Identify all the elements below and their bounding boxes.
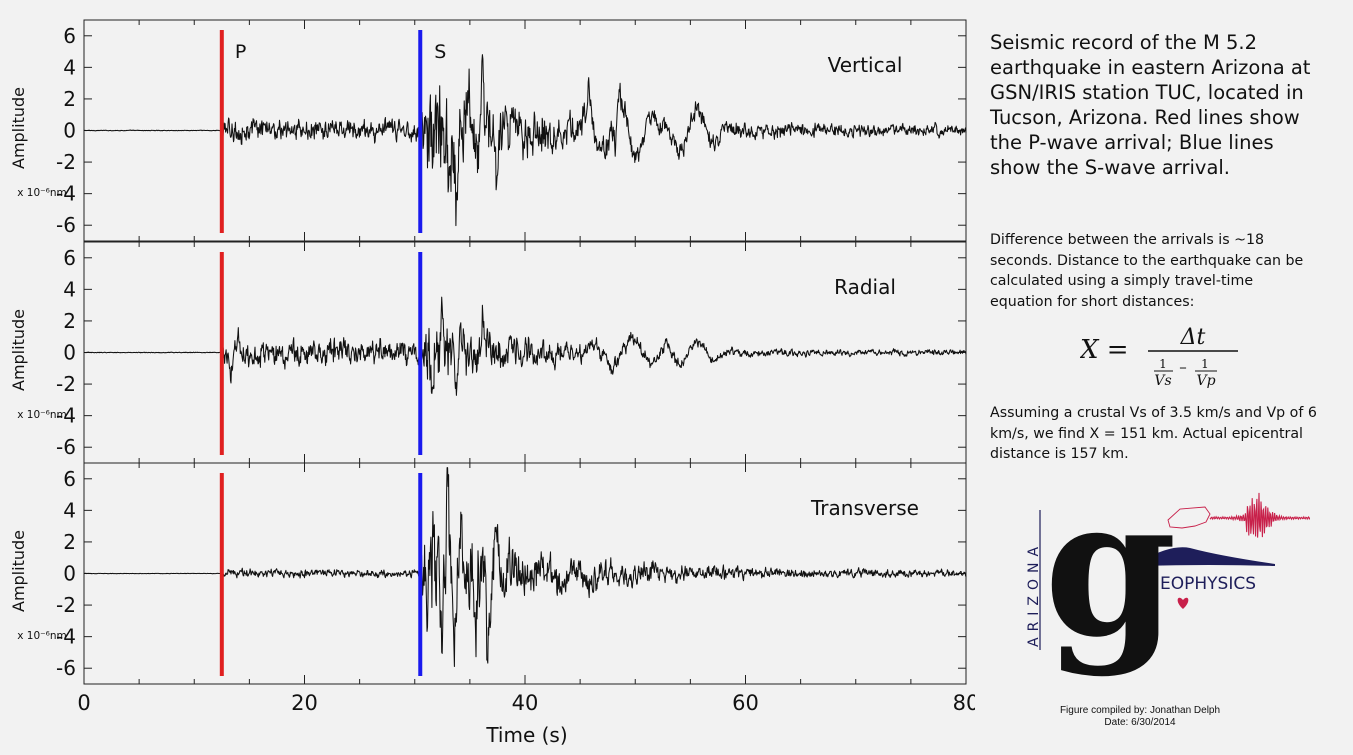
x-axis-label: Time (s) — [485, 723, 567, 747]
y-tick-label: -2 — [56, 372, 76, 396]
y-tick-label: 0 — [63, 562, 76, 586]
y-unit-label: x 10⁻⁶nm — [17, 187, 67, 199]
y-tick-label: 6 — [63, 467, 76, 491]
component-label: Vertical — [828, 53, 903, 77]
y-axis-label: Amplitude — [9, 87, 28, 169]
arizona-geophysics-logo: ARIZONA g EOPHYSICS — [1026, 482, 1310, 679]
s-label: S — [434, 41, 446, 63]
logo-eophysics-text: EOPHYSICS — [1160, 574, 1256, 594]
panel-vertical: 6 4 2 0 -2 -4 -6 Amplitude x 10⁻⁶nm P S Vertical — [9, 19, 967, 242]
figure-caption: Seismic record of the M 5.2 earthquake i… — [990, 31, 1311, 179]
y-tick-label: -4 — [56, 625, 76, 649]
y-tick-label: -2 — [56, 593, 76, 617]
equation-vp: Vp — [1196, 373, 1215, 389]
y-tick-label: -6 — [56, 213, 76, 237]
equation-numerator: Δt — [1180, 325, 1206, 350]
seismic-trace — [83, 54, 967, 227]
seismic-trace — [83, 467, 967, 668]
equation-vs: Vs — [1154, 373, 1171, 389]
equation-one-b: 1 — [1201, 357, 1209, 371]
y-tick-label: 0 — [63, 119, 76, 143]
logo-mountain — [1140, 547, 1275, 566]
y-tick-label: -6 — [56, 656, 76, 680]
figure-date: Date: 6/30/2014 — [1104, 717, 1176, 728]
y-tick-label: 2 — [63, 530, 76, 554]
seismic-trace — [83, 296, 967, 396]
y-tick-label: -4 — [56, 404, 76, 428]
logo-g-letter: g — [1044, 482, 1177, 679]
p-label: P — [235, 41, 246, 63]
y-unit-label: x 10⁻⁶nm — [17, 630, 67, 642]
y-tick-label: -6 — [56, 435, 76, 459]
component-label: Transverse — [810, 496, 919, 520]
equation-minus: – — [1179, 358, 1187, 376]
logo-seismic-wave — [1209, 492, 1310, 538]
y-tick-label: 6 — [63, 24, 76, 48]
y-unit-label: x 10⁻⁶nm — [17, 409, 67, 421]
y-tick-label: -4 — [56, 182, 76, 206]
y-tick-label: 4 — [63, 55, 76, 79]
panel-radial: 6 4 2 0 -2 -4 -6 Amplitude x 10⁻⁶nm Radial — [9, 241, 967, 464]
x-tick-label: 20 — [291, 691, 318, 715]
y-tick-label: 6 — [63, 246, 76, 270]
y-tick-label: 2 — [63, 309, 76, 333]
travel-time-equation: X = Δt 1 Vs – 1 Vp — [1080, 325, 1238, 389]
y-tick-label: 0 — [63, 341, 76, 365]
x-tick-label: 0 — [77, 691, 90, 715]
logo-state-outline — [1167, 506, 1211, 529]
x-tick-label: 80 — [953, 691, 975, 715]
y-axis-label: Amplitude — [9, 309, 28, 391]
figure-credit: Figure compiled by: Jonathan Delph — [1059, 705, 1221, 716]
y-tick-label: 4 — [63, 277, 76, 301]
equation-lhs: X = — [1080, 335, 1129, 365]
y-axis-label: Amplitude — [9, 530, 28, 612]
equation-one-a: 1 — [1159, 357, 1167, 371]
y-tick-label: 4 — [63, 498, 76, 522]
y-tick-label: 2 — [63, 87, 76, 111]
x-tick-label: 40 — [512, 691, 539, 715]
logo-arizona-text: ARIZONA — [1026, 541, 1042, 647]
arrival-difference-text: Difference between the arrivals is ~18 s… — [990, 232, 1304, 310]
logo-heart-icon — [1177, 597, 1189, 609]
component-label: Radial — [834, 275, 896, 299]
y-tick-label: -2 — [56, 150, 76, 174]
panel-transverse: 6 4 2 0 -2 -4 -6 Amplitude x 10⁻⁶nm Transverse — [9, 462, 967, 685]
distance-result-text: Assuming a crustal Vs of 3.5 km/s and Vp… — [990, 405, 1317, 462]
x-tick-label: 60 — [732, 691, 759, 715]
